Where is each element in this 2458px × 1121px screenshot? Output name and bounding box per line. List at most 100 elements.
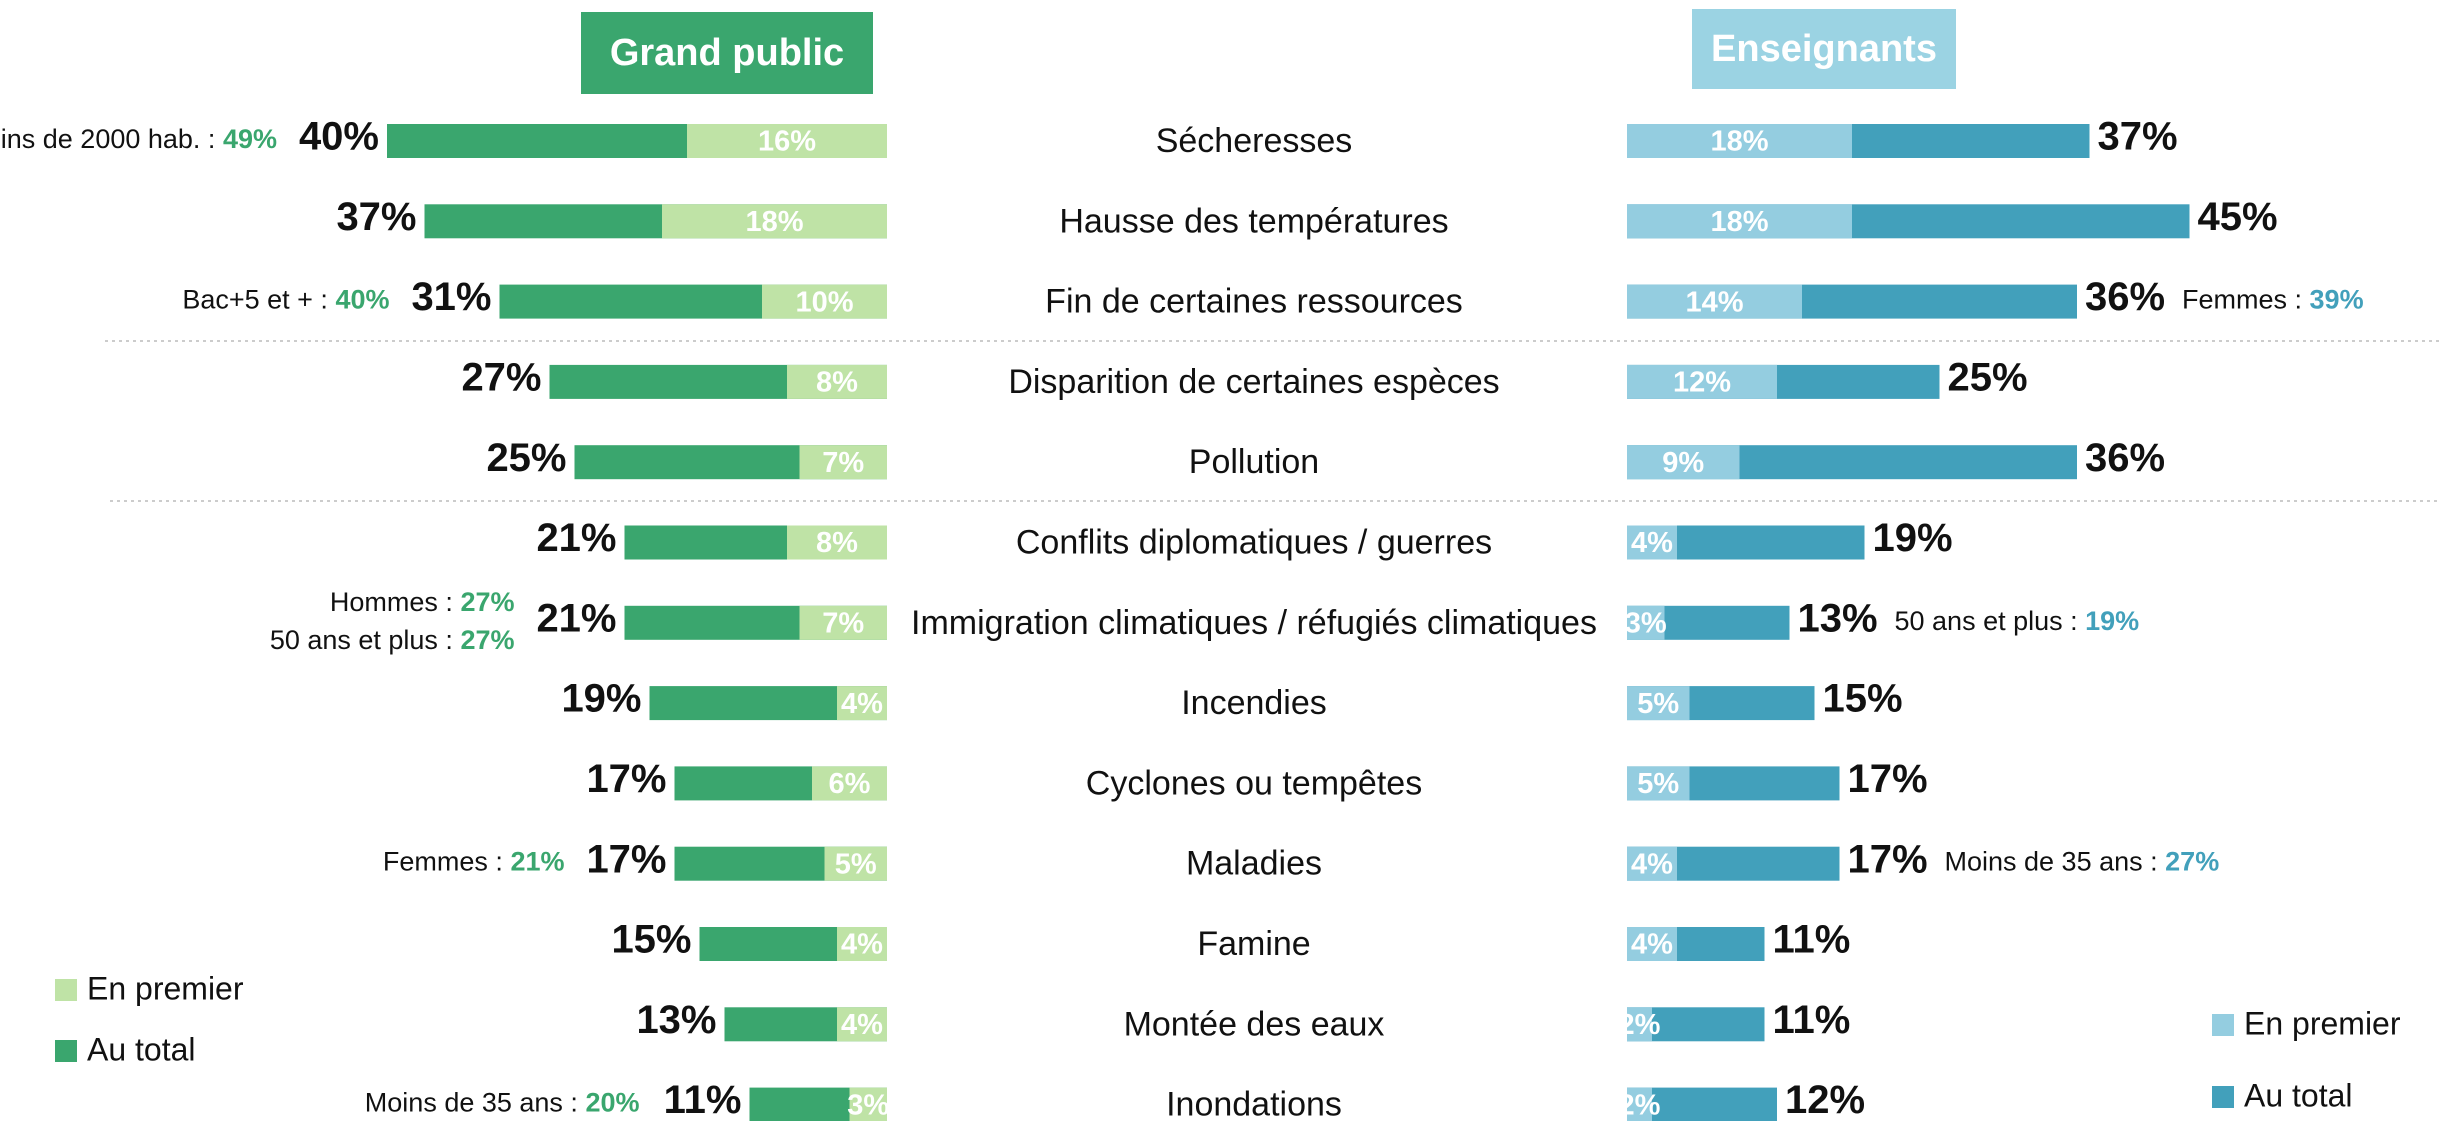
note: 50 ans et plus : 19% — [1895, 606, 2140, 636]
bar-first — [1627, 1007, 1652, 1042]
panel-title: Grand public — [610, 32, 844, 74]
note-text: Moins de 35 ans : — [1945, 847, 2158, 877]
note: Moins de 35 ans : 20% — [365, 1088, 640, 1118]
total-label: 25% — [486, 436, 566, 480]
note-text: Femmes : — [383, 847, 503, 877]
first-label: 18% — [1710, 126, 1768, 158]
legend-swatch — [2212, 1086, 2234, 1108]
bar-first — [812, 766, 887, 801]
bar-first — [1627, 846, 1677, 881]
note-text: Moins de 35 ans : — [365, 1088, 578, 1118]
total-label: 21% — [536, 516, 616, 560]
first-label: 9% — [1662, 447, 1704, 479]
bar-first — [787, 364, 887, 399]
bar-first — [837, 1007, 887, 1042]
bar-first — [1627, 766, 1690, 801]
legend-label: Au total — [2244, 1077, 2353, 1113]
bar-first — [849, 1087, 887, 1121]
bar-first — [1627, 284, 1802, 319]
total-label: 15% — [611, 918, 691, 962]
first-label: 5% — [1637, 768, 1679, 800]
legend-label: Au total — [87, 1031, 196, 1067]
category-label: Cyclones ou tempêtes — [1086, 764, 1422, 802]
note-value: 27% — [460, 625, 514, 655]
note: Hommes : 27% — [330, 587, 515, 617]
total-label: 11% — [1773, 998, 1851, 1042]
first-label: 4% — [841, 688, 883, 720]
note-value: 21% — [510, 847, 564, 877]
first-label: 4% — [841, 1009, 883, 1041]
legend-label: En premier — [87, 970, 244, 1006]
note: Femmes : 39% — [2182, 285, 2364, 315]
legend-swatch — [55, 1040, 77, 1062]
bar-first — [799, 605, 887, 640]
first-label: 10% — [795, 286, 853, 318]
category-label: Disparition de certaines espèces — [1008, 363, 1499, 401]
bar-first — [824, 846, 887, 881]
total-label: 31% — [411, 275, 491, 319]
total-label: 40% — [299, 115, 379, 159]
first-label: 5% — [1637, 688, 1679, 720]
bar-first — [1627, 605, 1665, 640]
note-text: 50 ans et plus : — [1895, 606, 2078, 636]
bar-first — [1627, 364, 1777, 399]
total-label: 36% — [2085, 436, 2165, 480]
total-label: 17% — [586, 757, 666, 801]
category-label: Incendies — [1181, 684, 1327, 722]
category-label: Maladies — [1186, 845, 1322, 883]
first-label: 18% — [1710, 206, 1768, 238]
note: Femmes : 21% — [383, 847, 565, 877]
title-box — [581, 12, 873, 94]
total-label: 37% — [336, 195, 416, 239]
legend-label: En premier — [2244, 1005, 2401, 1041]
first-label: 4% — [1631, 527, 1673, 559]
note-text: Hommes : — [330, 587, 453, 617]
bar-first — [687, 124, 887, 158]
first-label: 8% — [816, 527, 858, 559]
total-label: 17% — [1848, 757, 1928, 801]
first-label: 3% — [847, 1089, 889, 1121]
note: Moins de 2000 hab. : 49% — [0, 124, 277, 154]
bar-first — [1627, 124, 1852, 158]
total-label: 17% — [586, 837, 666, 881]
bar-first — [799, 445, 887, 480]
bar-first — [1627, 1087, 1652, 1121]
bar-first — [787, 525, 887, 560]
note-value: 49% — [223, 124, 277, 154]
total-label: 13% — [1798, 596, 1878, 640]
category-label: Inondations — [1166, 1086, 1342, 1121]
bar-first — [762, 284, 887, 319]
first-label: 2% — [1619, 1089, 1661, 1121]
first-label: 4% — [1631, 929, 1673, 961]
note-text: Bac+5 et + : — [182, 285, 328, 315]
note-value: 27% — [2165, 847, 2219, 877]
note: Bac+5 et + : 40% — [182, 285, 389, 315]
total-label: 17% — [1848, 837, 1928, 881]
bar-first — [1627, 204, 1852, 239]
first-label: 7% — [822, 447, 864, 479]
first-label: 6% — [829, 768, 871, 800]
first-label: 2% — [1619, 1009, 1661, 1041]
first-label: 7% — [822, 607, 864, 639]
note-value: 20% — [585, 1088, 639, 1118]
category-label: Conflits diplomatiques / guerres — [1016, 523, 1492, 561]
category-label: Fin de certaines ressources — [1045, 283, 1463, 321]
first-label: 16% — [758, 126, 816, 158]
category-label: Sécheresses — [1156, 122, 1353, 160]
note-text: Femmes : — [2182, 285, 2302, 315]
total-label: 11% — [664, 1078, 742, 1121]
bar-first — [1627, 927, 1677, 961]
panel-title: Enseignants — [1711, 28, 1937, 70]
total-label: 45% — [2198, 195, 2278, 239]
total-label: 15% — [1823, 677, 1903, 721]
note-value: 40% — [335, 285, 389, 315]
bar-first — [1627, 445, 1740, 480]
category-label: Montée des eaux — [1124, 1005, 1385, 1043]
bar-first — [1627, 525, 1677, 560]
bar-first — [1627, 686, 1690, 721]
first-label: 4% — [841, 929, 883, 961]
first-label: 18% — [745, 206, 803, 238]
first-label: 14% — [1685, 286, 1743, 318]
title-box — [1692, 9, 1956, 89]
